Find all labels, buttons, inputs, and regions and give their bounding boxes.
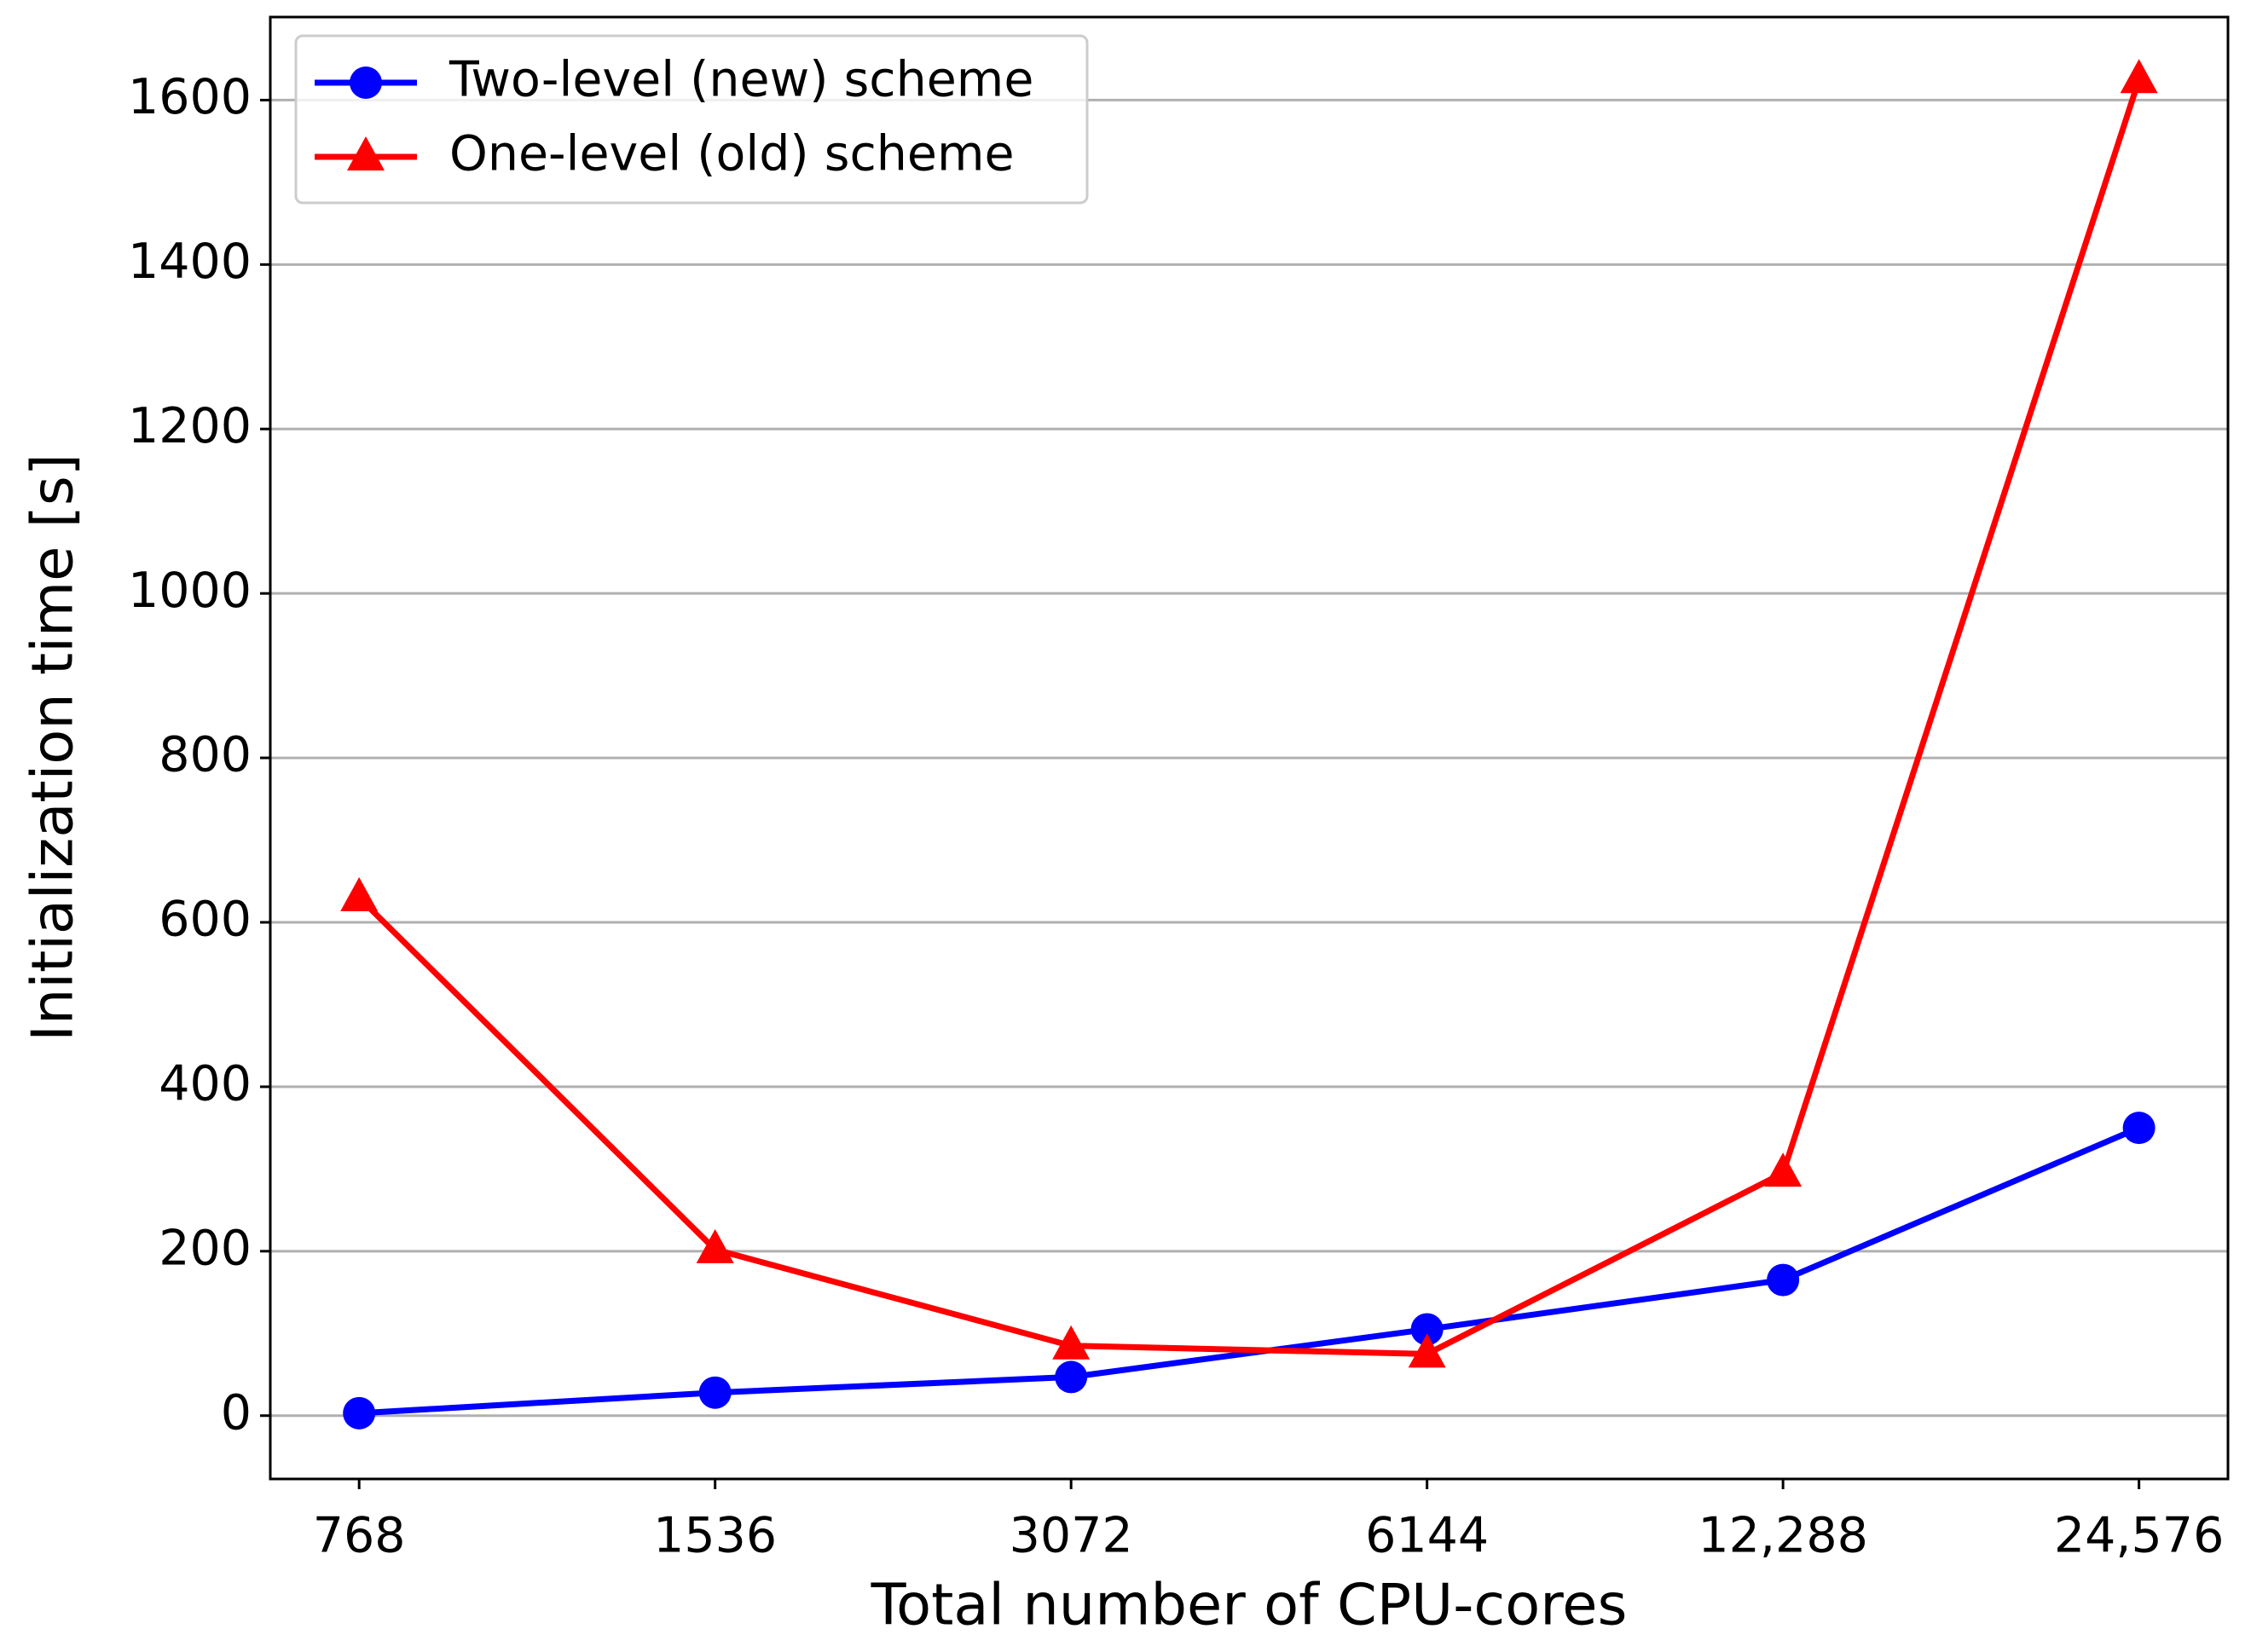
data-point bbox=[1055, 1360, 1088, 1394]
data-point bbox=[1408, 1333, 1446, 1368]
data-point bbox=[1767, 1263, 1800, 1297]
data-point bbox=[1410, 1313, 1444, 1346]
data-point bbox=[2122, 1112, 2156, 1145]
data-point bbox=[698, 1376, 732, 1409]
y-tick-label: 1400 bbox=[128, 234, 252, 290]
x-tick-label: 24,576 bbox=[2054, 1508, 2224, 1564]
y-axis-label: Initialization time [s] bbox=[20, 453, 86, 1042]
data-point bbox=[1764, 1152, 1803, 1187]
y-tick-label: 800 bbox=[159, 727, 252, 783]
x-tick-label: 6144 bbox=[1365, 1508, 1489, 1564]
plot-frame bbox=[269, 15, 2230, 1481]
y-tick-label: 600 bbox=[159, 892, 252, 948]
x-tick-label: 768 bbox=[313, 1508, 406, 1564]
series-line bbox=[358, 1124, 2141, 1417]
data-point bbox=[343, 1396, 376, 1430]
y-tick-label: 1600 bbox=[128, 69, 252, 125]
legend-marker bbox=[350, 66, 382, 99]
y-tick-label: 0 bbox=[221, 1384, 252, 1441]
x-tick-label: 12,288 bbox=[1698, 1508, 1867, 1564]
y-tick-label: 400 bbox=[159, 1056, 252, 1112]
legend-label: Two-level (new) scheme bbox=[448, 52, 1033, 108]
x-tick-label: 1536 bbox=[653, 1508, 777, 1564]
data-point bbox=[2120, 59, 2158, 94]
legend-label: One-level (old) scheme bbox=[449, 126, 1015, 182]
data-point bbox=[696, 1228, 734, 1263]
data-point bbox=[1052, 1325, 1091, 1360]
y-tick-label: 1000 bbox=[128, 563, 252, 619]
series-line bbox=[356, 78, 2142, 1357]
x-tick-label: 3072 bbox=[1010, 1508, 1133, 1564]
x-axis-label: Total number of CPU-cores bbox=[871, 1572, 1628, 1638]
data-point bbox=[340, 877, 379, 912]
y-tick-label: 200 bbox=[159, 1220, 252, 1276]
y-tick-label: 1200 bbox=[128, 398, 252, 454]
legend-box bbox=[294, 34, 1089, 205]
legend-marker bbox=[347, 136, 385, 170]
